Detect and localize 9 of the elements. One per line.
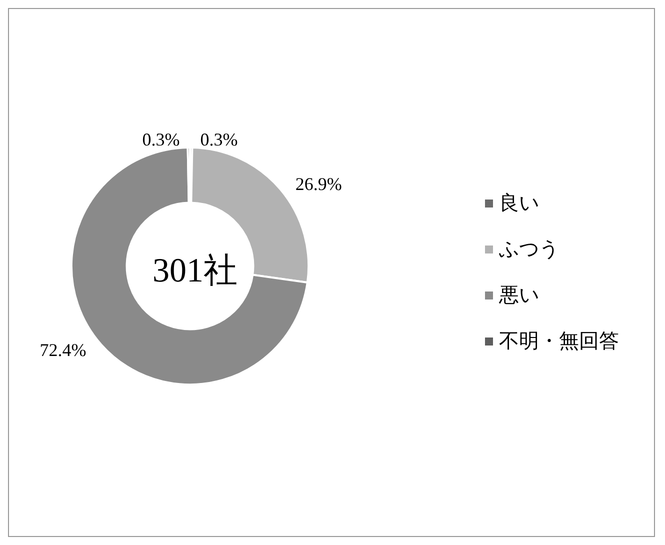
data-label: 72.4% [40, 340, 86, 360]
legend-label: 不明・無回答 [499, 330, 619, 352]
data-label: 0.3% [200, 129, 238, 150]
data-label: 0.3% [142, 129, 180, 150]
data-label: 26.9% [295, 174, 342, 194]
legend-label: 良い [499, 192, 539, 214]
legend-label: 悪い [498, 284, 539, 306]
legend-label: ふつう [498, 238, 559, 260]
text: 301社 [152, 252, 238, 290]
